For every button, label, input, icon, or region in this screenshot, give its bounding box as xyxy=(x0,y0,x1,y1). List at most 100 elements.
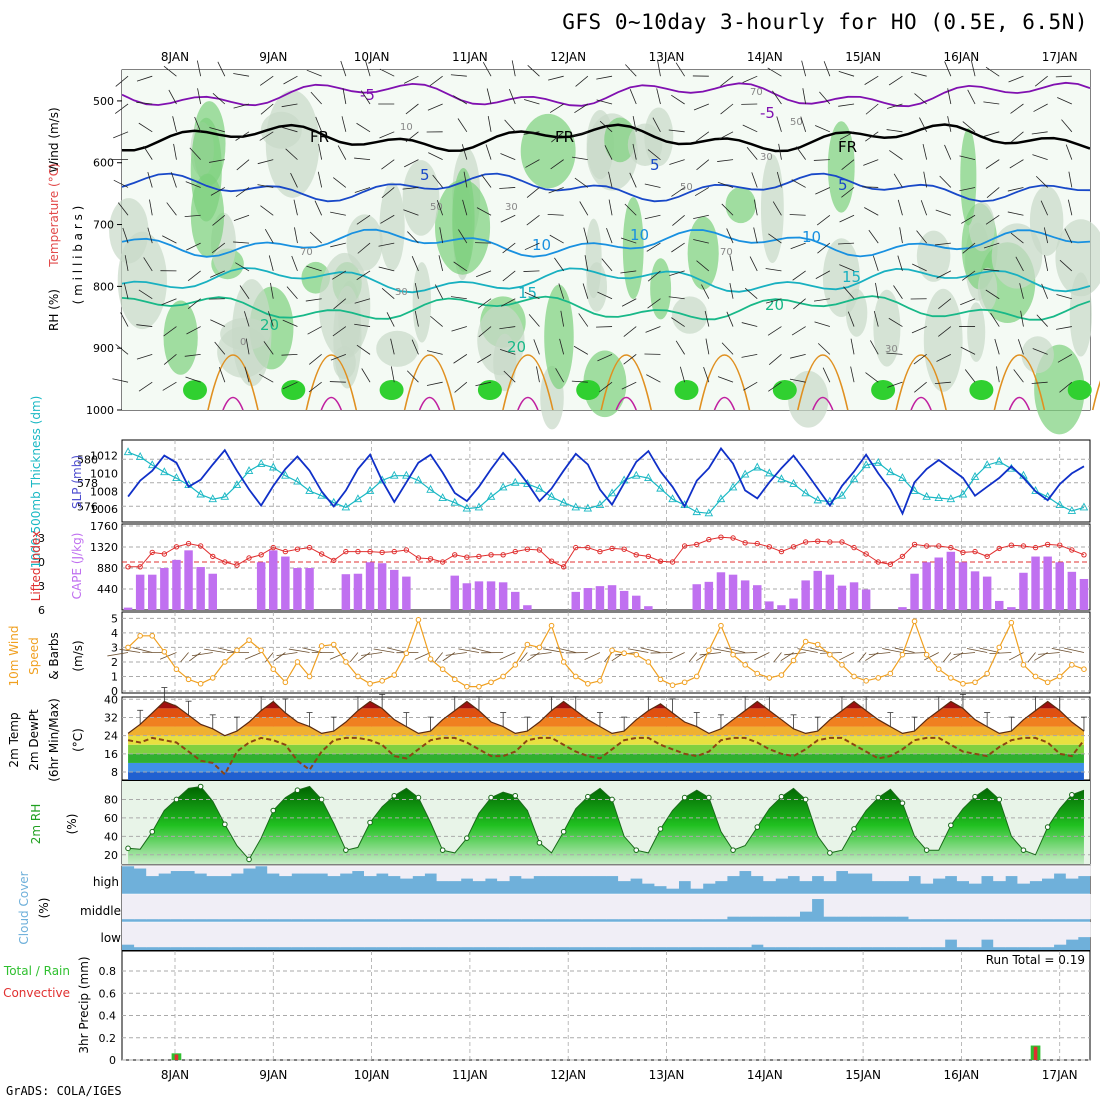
label-thickness: 1000-500mb Thickness (dm) xyxy=(29,396,43,569)
wind-barb xyxy=(720,103,734,115)
rh2-point xyxy=(585,793,591,800)
cloud-high-cell xyxy=(243,866,256,869)
wind10-point xyxy=(149,632,156,639)
wind-barb xyxy=(823,61,831,77)
wind-barb xyxy=(596,326,613,328)
lifted-point xyxy=(1081,552,1087,558)
wind-barb xyxy=(523,270,540,272)
cloud-low-cell xyxy=(569,922,583,948)
rh-region xyxy=(477,380,502,400)
label-wind10-unit: (m/s) xyxy=(71,640,85,671)
wind-barb xyxy=(378,242,395,247)
wind-barb xyxy=(947,88,952,105)
cloud-high-cell xyxy=(472,866,486,882)
lifted-point xyxy=(766,544,773,550)
wind-barb xyxy=(365,60,371,77)
wind-barb xyxy=(1044,255,1049,271)
rh-contour-label: 70 xyxy=(750,87,763,98)
cloud-high-cell xyxy=(279,866,292,877)
cloud-middle-cell xyxy=(981,894,994,920)
thickness-point xyxy=(353,494,363,503)
cloud-low-cell xyxy=(823,922,837,948)
date-top-label: 16JAN xyxy=(944,50,980,64)
cape-bar xyxy=(716,572,726,610)
wind10-point xyxy=(367,680,373,687)
dewpt-line xyxy=(127,736,1085,776)
cloud-low-cell xyxy=(267,922,280,948)
wind-barb xyxy=(172,116,177,132)
wind10-barb xyxy=(904,652,927,654)
cloud-high-cell xyxy=(533,866,546,877)
wind-barb xyxy=(657,60,661,77)
cloud-middle-cell xyxy=(472,894,486,920)
cloud-low-cell xyxy=(908,922,921,948)
wind10-barb xyxy=(217,647,238,653)
cloud-low-cell xyxy=(763,922,776,948)
lifted-point xyxy=(343,548,349,555)
wind10-point xyxy=(125,644,131,651)
cloud-low-cell xyxy=(860,922,873,948)
cloud-high-cell xyxy=(146,866,159,877)
wind-barb xyxy=(772,90,782,105)
cloud-middle-cell xyxy=(485,894,498,920)
lifted-point xyxy=(210,553,216,560)
rh-region xyxy=(379,380,404,400)
cloud-middle-cell xyxy=(230,894,244,920)
wind10-point xyxy=(935,666,942,673)
lifted-point xyxy=(923,543,930,549)
wind-barb xyxy=(481,174,492,188)
wind10-point xyxy=(391,672,398,678)
cloud-level-low: low xyxy=(101,931,122,945)
wind-barb xyxy=(499,349,516,355)
cloud-low-cell xyxy=(230,922,244,948)
wind-barb xyxy=(551,131,564,143)
rh2-tick: 80 xyxy=(104,793,118,806)
lifted-point xyxy=(754,540,760,547)
thickness-point xyxy=(946,494,956,503)
wind10-point xyxy=(137,632,143,639)
wind-barb xyxy=(120,312,129,327)
cloud-low-cell xyxy=(472,922,486,948)
cloud-high-cell xyxy=(521,866,534,879)
wind-barb xyxy=(911,71,927,77)
rh-region xyxy=(163,300,198,375)
wind-barb xyxy=(487,115,492,132)
wind-barb xyxy=(575,75,589,87)
wind-barb xyxy=(122,227,129,244)
cape-bar xyxy=(1031,556,1040,610)
wind-barb xyxy=(717,159,734,162)
wind-barb xyxy=(123,283,129,299)
wind-barb xyxy=(923,171,928,188)
wind-barb xyxy=(259,373,274,383)
thickness-tick: 580 xyxy=(77,453,98,466)
wind10-barb xyxy=(868,652,891,656)
wind-barb xyxy=(264,229,274,244)
wind10-barb xyxy=(373,648,395,653)
wind-barb xyxy=(886,103,903,109)
cloud-low-cell xyxy=(618,922,631,948)
cloud-high-cell xyxy=(618,866,631,882)
wind10-barb xyxy=(159,652,177,660)
wind-barb xyxy=(233,73,250,77)
date-top-label: 13JAN xyxy=(649,50,685,64)
wind-barb xyxy=(477,298,492,309)
wind-barb xyxy=(166,202,177,216)
wind-barb xyxy=(671,317,685,327)
cloud-middle-cell xyxy=(509,894,522,920)
wind-barb xyxy=(705,338,710,355)
wind-barb xyxy=(579,201,589,216)
lifted-tick: 3 xyxy=(38,580,45,593)
lifted-point xyxy=(815,538,821,544)
wind-barb xyxy=(583,227,589,244)
thickness-point xyxy=(728,482,738,491)
cape-bar xyxy=(474,581,484,610)
wind-barb xyxy=(816,214,831,226)
wind-barb xyxy=(815,270,831,279)
wind-barb xyxy=(599,120,613,133)
rh2-point xyxy=(173,796,180,803)
lifted-point xyxy=(560,564,567,570)
cloud-high-cell xyxy=(896,866,909,882)
rh2-point xyxy=(270,807,277,814)
cloud-low-cell xyxy=(122,922,135,945)
cloud-high-cell xyxy=(932,866,946,879)
